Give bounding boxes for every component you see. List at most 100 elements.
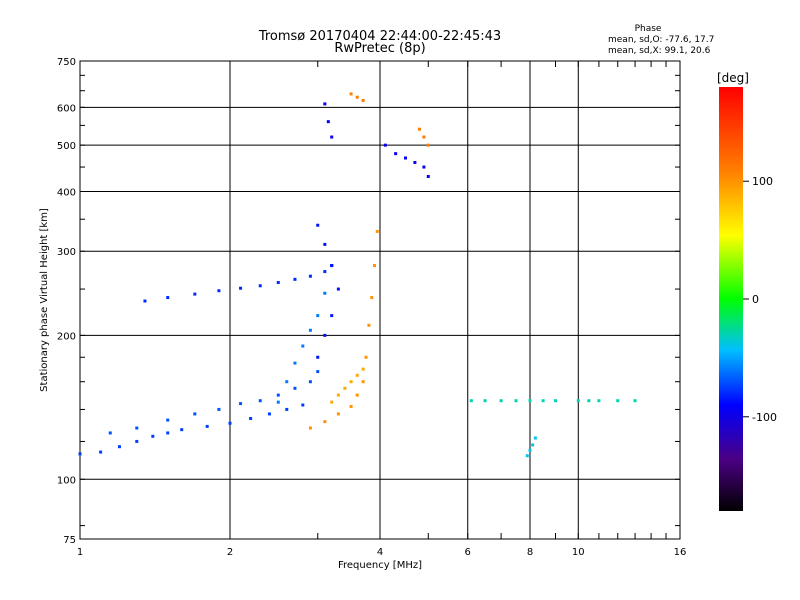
data-point <box>276 281 280 285</box>
x-tick-label: 8 <box>527 547 533 558</box>
data-point <box>426 174 430 178</box>
data-point <box>323 102 327 106</box>
data-point <box>330 314 334 318</box>
data-point <box>355 393 359 397</box>
data-point <box>553 399 557 403</box>
data-point <box>330 135 334 139</box>
data-point <box>336 412 340 416</box>
data-point <box>403 156 407 160</box>
data-point <box>576 399 580 403</box>
data-point <box>323 291 327 295</box>
data-point <box>135 426 139 430</box>
data-point <box>276 393 280 397</box>
data-point <box>330 264 334 268</box>
chart-subtitle: RwPretec (8p) <box>334 41 425 56</box>
data-point <box>316 314 320 318</box>
data-point <box>370 296 374 300</box>
data-point <box>343 386 347 390</box>
data-point <box>193 412 197 416</box>
data-point <box>361 380 365 384</box>
phase-stats-heading: Phase <box>635 24 662 34</box>
y-tick-label: 600 <box>57 103 76 114</box>
data-point <box>422 135 426 139</box>
data-point <box>293 277 297 281</box>
data-point <box>355 373 359 377</box>
data-point <box>533 436 537 440</box>
axis-ticks: 1 2 4 6 8 10 16 75 100 200 300 400 500 600 750 <box>57 57 686 558</box>
data-point <box>525 454 529 458</box>
data-point <box>349 92 353 96</box>
data-point <box>308 426 312 430</box>
x-tick-label: 1 <box>77 547 83 558</box>
x-axis-label: Frequency [MHz] <box>338 560 422 571</box>
data-point <box>117 445 121 449</box>
data-point <box>293 386 297 390</box>
y-tick-label: 750 <box>57 57 76 68</box>
x-tick-label: 2 <box>227 547 233 558</box>
data-point <box>361 99 365 103</box>
data-point <box>422 165 426 169</box>
data-point <box>336 393 340 397</box>
data-point <box>349 380 353 384</box>
grid-lines <box>80 61 680 539</box>
data-point <box>267 412 271 416</box>
colorbar-tick-label: -100 <box>752 411 777 424</box>
data-point <box>217 407 221 411</box>
data-point <box>249 417 253 421</box>
data-point <box>323 333 327 337</box>
colorbar-tick-label: 0 <box>752 293 759 306</box>
data-point <box>143 299 147 303</box>
colorbar-tick-label: 100 <box>752 175 773 188</box>
y-tick-label: 200 <box>57 331 76 342</box>
x-tick-label: 4 <box>377 547 383 558</box>
data-point <box>528 399 532 403</box>
data-point <box>316 370 320 374</box>
data-point <box>541 399 545 403</box>
chart-title: Tromsø 20170404 22:44:00-22:45:43 <box>258 29 501 44</box>
data-point <box>349 404 353 408</box>
data-point <box>316 223 320 227</box>
data-point <box>258 284 262 288</box>
data-point <box>135 439 139 443</box>
data-point <box>166 431 170 435</box>
data-point <box>514 399 518 403</box>
data-point <box>616 399 620 403</box>
data-point <box>276 400 280 404</box>
data-point <box>293 361 297 365</box>
data-point <box>394 152 398 156</box>
data-point <box>361 367 365 371</box>
y-tick-label: 75 <box>63 535 76 546</box>
y-axis-label: Stationary phase Virtual Height [km] <box>39 208 50 392</box>
data-point <box>483 399 487 403</box>
data-point <box>597 399 601 403</box>
data-point <box>308 328 312 332</box>
data-point <box>426 143 430 147</box>
data-point <box>166 418 170 422</box>
data-point <box>239 402 243 406</box>
data-point <box>78 452 82 456</box>
data-point <box>330 400 334 404</box>
data-point <box>301 403 305 407</box>
data-point <box>417 127 421 131</box>
data-point <box>217 289 221 293</box>
data-point <box>316 355 320 359</box>
data-point <box>383 143 387 147</box>
data-point <box>108 431 112 435</box>
data-point <box>228 421 232 425</box>
data-point <box>355 95 359 99</box>
data-point <box>166 296 170 300</box>
data-point <box>285 380 289 384</box>
data-point <box>193 292 197 296</box>
data-point <box>323 242 327 246</box>
y-tick-label: 100 <box>57 475 76 486</box>
data-point <box>499 399 503 403</box>
data-point <box>323 270 327 274</box>
colorbar <box>719 87 743 511</box>
data-point <box>285 407 289 411</box>
data-point <box>326 120 330 124</box>
data-point <box>180 428 184 432</box>
phase-stats-o: mean, sd,O: -77.6, 17.7 <box>608 35 714 45</box>
x-tick-label: 6 <box>465 547 471 558</box>
data-point <box>364 355 368 359</box>
